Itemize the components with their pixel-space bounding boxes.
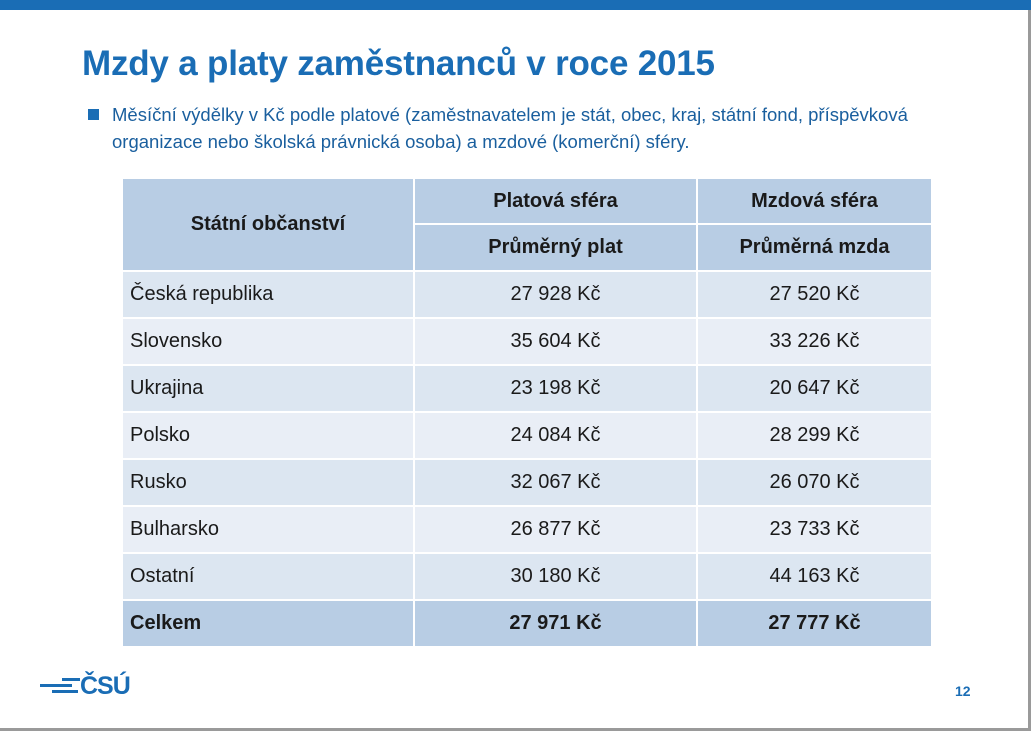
cell-country: Slovensko xyxy=(121,317,415,366)
slide-subtitle: Měsíční výdělky v Kč podle platové (zamě… xyxy=(88,101,990,155)
cell-private: 28 299 Kč xyxy=(696,411,933,460)
table-subheader-row: Průměrný plat Průměrná mzda xyxy=(122,223,933,272)
cell-country: Bulharsko xyxy=(121,505,415,554)
header-country: Státní občanství xyxy=(121,177,415,272)
table-row: Rusko 32 067 Kč 26 070 Kč xyxy=(121,458,933,507)
cell-country: Ostatní xyxy=(121,552,415,601)
cell-public: 26 877 Kč xyxy=(413,505,698,554)
table-row: Ostatní 30 180 Kč 44 163 Kč xyxy=(121,552,933,601)
cell-private: 26 070 Kč xyxy=(696,458,933,507)
cell-total-public: 27 971 Kč xyxy=(413,599,698,648)
table-total-row: Celkem 27 971 Kč 27 777 Kč xyxy=(121,599,933,648)
table-row: Česká republika 27 928 Kč 27 520 Kč xyxy=(121,270,933,319)
cell-private: 23 733 Kč xyxy=(696,505,933,554)
table-row: Slovensko 35 604 Kč 33 226 Kč xyxy=(121,317,933,366)
wages-table: Státní občanství Platová sféra Mzdová sf… xyxy=(121,177,933,648)
logo-stripe xyxy=(52,690,78,693)
header-group-public: Platová sféra xyxy=(413,177,698,225)
cell-country: Ukrajina xyxy=(121,364,415,413)
cell-country: Česká republika xyxy=(121,270,415,319)
header-private-avg: Průměrná mzda xyxy=(696,223,933,272)
cell-country: Polsko xyxy=(121,411,415,460)
subtitle-line-1: Měsíční výdělky v Kč podle platové (zamě… xyxy=(112,104,908,125)
logo-stripe xyxy=(62,678,80,681)
cell-private: 44 163 Kč xyxy=(696,552,933,601)
logo-stripe xyxy=(40,684,72,687)
cell-total-label: Celkem xyxy=(121,599,415,648)
cell-private: 33 226 Kč xyxy=(696,317,933,366)
table-header-row: Státní občanství Platová sféra Mzdová sf… xyxy=(121,177,933,272)
page-number: 12 xyxy=(955,683,971,699)
header-public-avg: Průměrný plat xyxy=(413,223,698,272)
slide-frame-bottom xyxy=(0,728,1031,731)
cell-total-private: 27 777 Kč xyxy=(696,599,933,648)
table-row: Bulharsko 26 877 Kč 23 733 Kč xyxy=(121,505,933,554)
cell-public: 23 198 Kč xyxy=(413,364,698,413)
table-row: Polsko 24 084 Kč 28 299 Kč xyxy=(121,411,933,460)
table-row: Ukrajina 23 198 Kč 20 647 Kč xyxy=(121,364,933,413)
slide-title: Mzdy a platy zaměstnanců v roce 2015 xyxy=(82,44,715,83)
cell-public: 30 180 Kč xyxy=(413,552,698,601)
cell-public: 24 084 Kč xyxy=(413,411,698,460)
square-bullet-icon xyxy=(88,109,99,120)
cell-private: 20 647 Kč xyxy=(696,364,933,413)
cell-country: Rusko xyxy=(121,458,415,507)
logo-text: ČSÚ xyxy=(80,672,131,700)
cell-public: 35 604 Kč xyxy=(413,317,698,366)
top-accent-bar xyxy=(0,0,1031,10)
header-group-private: Mzdová sféra xyxy=(696,177,933,225)
subtitle-line-2: organizace nebo školská právnická osoba)… xyxy=(112,131,690,152)
cell-private: 27 520 Kč xyxy=(696,270,933,319)
slide-frame-right xyxy=(1028,10,1031,731)
csu-logo: ČSÚ xyxy=(40,672,140,702)
cell-public: 32 067 Kč xyxy=(413,458,698,507)
cell-public: 27 928 Kč xyxy=(413,270,698,319)
